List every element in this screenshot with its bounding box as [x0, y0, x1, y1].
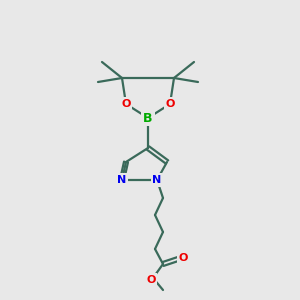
Text: N: N	[152, 175, 162, 185]
Text: O: O	[178, 253, 188, 263]
Text: N: N	[117, 175, 127, 185]
Text: O: O	[121, 99, 131, 109]
Text: O: O	[165, 99, 175, 109]
Text: B: B	[143, 112, 153, 124]
Text: O: O	[146, 275, 156, 285]
